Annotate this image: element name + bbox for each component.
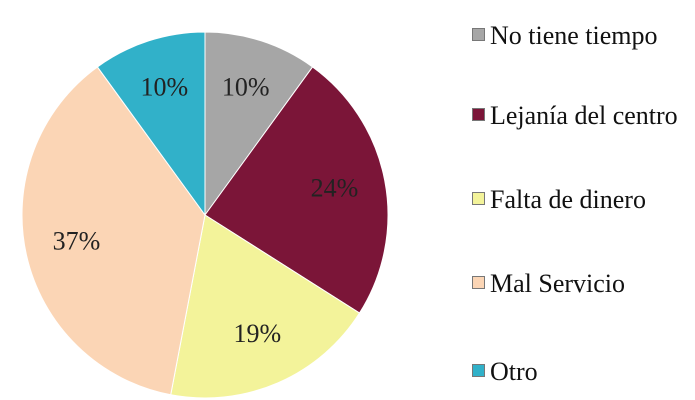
data-label: 24%: [311, 173, 359, 202]
legend-item: Lejanía del centro: [470, 100, 680, 132]
data-label: 10%: [222, 73, 270, 102]
legend-label: Mal Servicio: [490, 269, 626, 298]
legend-label: Lejanía del centro: [490, 101, 678, 130]
pie-slice: [21, 66, 206, 396]
legend-swatch: [472, 108, 485, 121]
legend-item: No tiene tiempo: [470, 20, 680, 52]
chart: 10% 24% 19% 37% 10%: [21, 31, 389, 399]
pie-slice: [170, 214, 361, 399]
legend-swatch: [472, 276, 485, 289]
data-label: 37%: [53, 227, 101, 256]
legend-item: Falta de dinero: [470, 184, 680, 216]
legend-label: Otro: [490, 357, 538, 386]
legend-swatch: [472, 28, 485, 41]
legend-label: Falta de dinero: [490, 185, 646, 214]
legend-item: Otro: [470, 356, 680, 388]
legend-label: No tiene tiempo: [490, 21, 658, 50]
pie-slice: [204, 66, 389, 314]
data-label: 19%: [233, 319, 281, 348]
pie-slice: [96, 31, 206, 217]
legend-swatch: [472, 192, 485, 205]
legend-swatch: [472, 364, 485, 377]
pie-slice: [204, 31, 314, 217]
legend: No tiene tiempo Lejanía del centro Falta d…: [470, 0, 695, 400]
data-label: 10%: [140, 73, 188, 102]
legend-item: Mal Servicio: [470, 268, 680, 300]
